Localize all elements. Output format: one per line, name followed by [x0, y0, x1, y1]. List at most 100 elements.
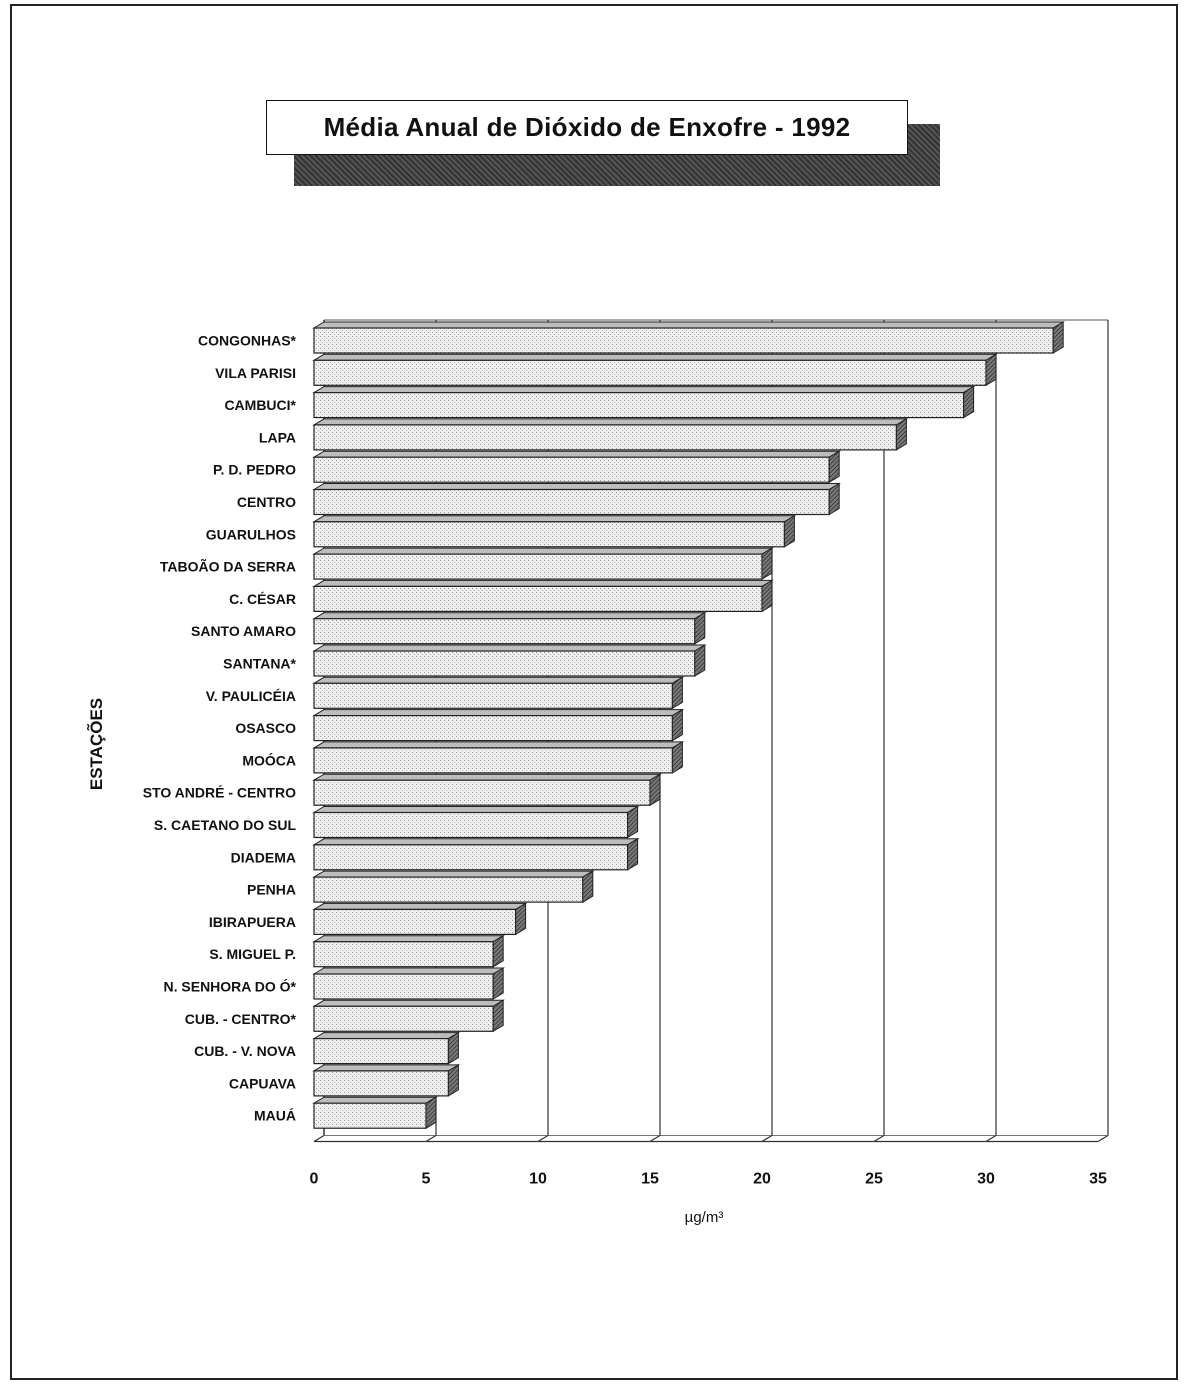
- bar-side: [985, 353, 997, 387]
- bar-front: [313, 941, 494, 968]
- bar-side: [963, 385, 975, 419]
- gridline-floor: [985, 1134, 997, 1143]
- y-tick-label: C. CÉSAR: [229, 591, 296, 607]
- x-tick-label: 0: [310, 1171, 319, 1188]
- bar-top: [312, 741, 685, 749]
- bar-front: [313, 876, 584, 903]
- y-tick-label: GUARULHOS: [206, 526, 296, 542]
- bar-side: [783, 514, 795, 548]
- bar-front: [313, 1005, 494, 1032]
- y-tick-label: MOÓCA: [242, 751, 296, 768]
- y-tick-label: P. D. PEDRO: [213, 462, 296, 478]
- bar-top: [312, 353, 998, 361]
- bar-top: [312, 709, 685, 717]
- bar-top: [312, 935, 506, 943]
- gridline-floor: [1097, 1134, 1109, 1143]
- bar-front: [313, 488, 830, 516]
- bar-front: [313, 908, 517, 936]
- bar-side: [828, 482, 840, 516]
- y-tick-label: PENHA: [247, 882, 296, 898]
- y-tick-label: SANTANA*: [223, 656, 296, 672]
- bar-side: [671, 741, 683, 774]
- bar-side: [895, 418, 907, 451]
- bar-top: [312, 418, 909, 426]
- bar: [312, 902, 528, 936]
- bar-front: [313, 553, 763, 580]
- bar-side: [671, 676, 683, 710]
- y-tick-label: MAUÁ: [254, 1108, 296, 1124]
- bar-top: [312, 612, 707, 620]
- chart-title: Média Anual de Dióxido de Enxofre - 1992: [266, 100, 908, 155]
- bar-front: [313, 650, 696, 677]
- y-tick-label: CUB. - V. NOVA: [194, 1043, 296, 1059]
- bar: [312, 870, 595, 903]
- gridline-floor: [425, 1134, 437, 1143]
- gridline-floor: [649, 1134, 661, 1143]
- bar: [312, 676, 685, 710]
- bar-side: [627, 837, 639, 871]
- bar-top: [312, 644, 707, 652]
- bar-side: [1052, 321, 1064, 354]
- x-tick-label: 30: [977, 1171, 995, 1188]
- y-tick-label: DIADEMA: [231, 849, 296, 865]
- bar-side: [492, 999, 504, 1033]
- bar-top: [312, 579, 774, 587]
- y-tick-label: CUB. - CENTRO*: [185, 1011, 297, 1027]
- bar: [312, 450, 842, 484]
- bar-side: [761, 547, 773, 580]
- page-frame: [10, 4, 1178, 1380]
- y-tick-label: CAPUAVA: [229, 1075, 296, 1091]
- y-tick-label: S. MIGUEL P.: [209, 946, 296, 962]
- y-tick-label: OSASCO: [235, 720, 296, 736]
- y-tick-label: LAPA: [259, 429, 296, 445]
- bar-front: [313, 747, 673, 774]
- bar-front: [313, 1102, 427, 1129]
- bar-front: [313, 779, 651, 806]
- bar-top: [312, 321, 1066, 329]
- bar-side: [425, 1096, 437, 1130]
- bar-front: [313, 973, 494, 1000]
- bar-side: [447, 1031, 459, 1065]
- bar-front: [313, 811, 629, 839]
- y-tick-label: CAMBUCI*: [224, 397, 296, 413]
- bar-front: [313, 392, 965, 419]
- bar-top: [312, 483, 842, 490]
- bar-side: [582, 870, 594, 903]
- bar-top: [312, 902, 528, 910]
- y-tick-label: V. PAULICÉIA: [206, 688, 296, 704]
- category-labels: MAUÁ CAPUAVA CUB. - V. NOVA CUB. - CENTRO* N…: [143, 333, 297, 1124]
- x-tick-label: 25: [865, 1171, 883, 1188]
- y-tick-label: CONGONHAS*: [198, 333, 297, 349]
- bar: [312, 1096, 438, 1130]
- bar-top: [312, 676, 685, 684]
- y-tick-label: IBIRAPUERA: [209, 914, 296, 930]
- bar: [312, 967, 506, 1000]
- bar: [312, 773, 662, 807]
- bar-front: [313, 424, 898, 451]
- bar-front: [313, 359, 987, 386]
- bar-side: [761, 579, 773, 613]
- bar: [312, 805, 640, 839]
- bar-front: [313, 1037, 449, 1065]
- bar-top: [312, 1096, 438, 1104]
- bar: [312, 353, 998, 387]
- bar-front: [313, 714, 673, 742]
- x-axis-title: µg/m³: [685, 1209, 724, 1226]
- bar-top: [312, 838, 640, 846]
- bar-side: [694, 611, 706, 645]
- bar: [312, 999, 506, 1033]
- y-tick-label: VILA PARISI: [215, 365, 296, 381]
- bar-front: [313, 456, 830, 483]
- bars: [312, 321, 1066, 1130]
- bar-side: [492, 934, 504, 968]
- bar-side: [828, 450, 840, 484]
- bar-side: [627, 805, 639, 839]
- bar: [312, 418, 909, 451]
- y-tick-label: SANTO AMARO: [191, 623, 296, 639]
- bar-side: [515, 902, 527, 936]
- gridline-floor: [761, 1134, 773, 1143]
- bar: [312, 1031, 461, 1065]
- bar: [312, 611, 707, 645]
- gridline-floor: [537, 1134, 549, 1143]
